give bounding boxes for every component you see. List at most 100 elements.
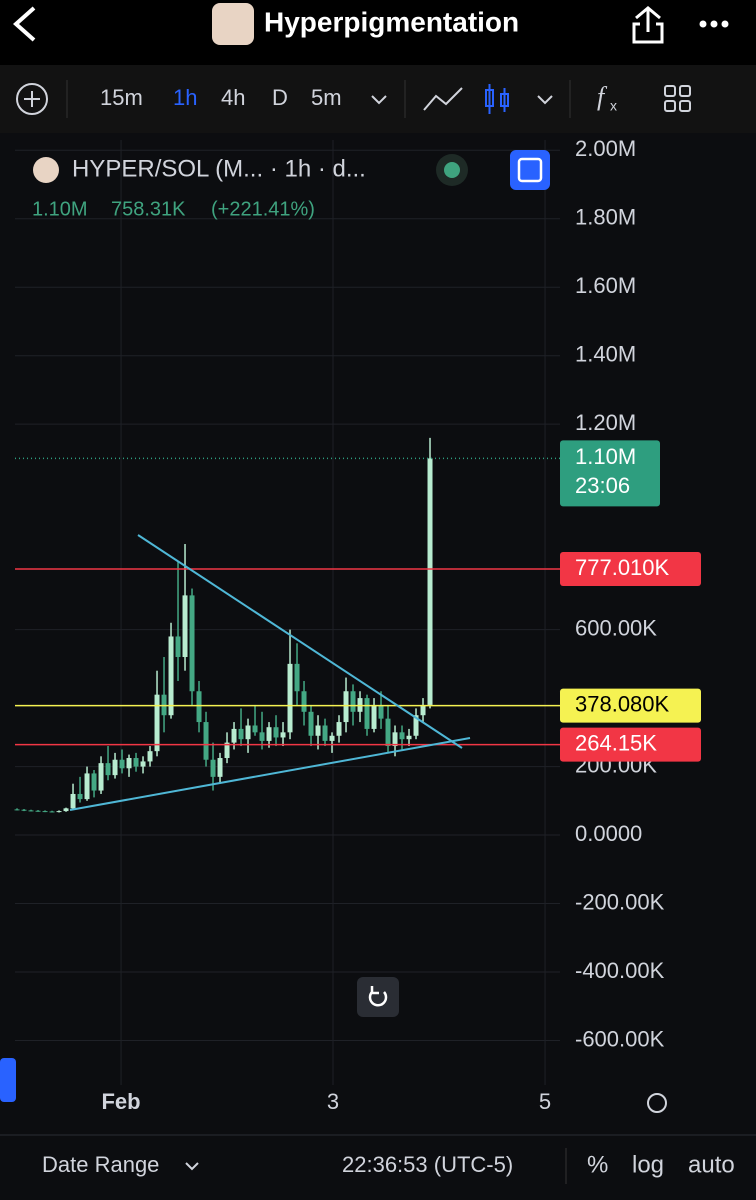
- candle-body: [112, 759, 118, 776]
- candle-body: [77, 793, 83, 800]
- candle-body: [238, 728, 244, 740]
- candle-body: [56, 811, 62, 813]
- candle-body: [91, 773, 97, 791]
- toolbar-bg: [0, 65, 756, 133]
- candle-body: [427, 458, 433, 705]
- candle-body: [315, 725, 321, 736]
- interval[interactable]: 4h: [221, 85, 245, 110]
- price-label: 777.010K: [575, 555, 670, 580]
- candle-body: [231, 728, 237, 743]
- y-tick-label: 1.80M: [575, 205, 636, 230]
- candle-body: [147, 751, 153, 762]
- x-tick-label: Feb: [101, 1089, 140, 1114]
- candle-body: [343, 691, 349, 723]
- legend-change: 758.31K: [111, 198, 186, 220]
- candle-body: [168, 636, 174, 716]
- y-tick-label: 1.20M: [575, 410, 636, 435]
- candle-body: [392, 732, 398, 747]
- candle-body: [420, 704, 426, 716]
- footer-bg: [0, 1135, 756, 1200]
- auto-button[interactable]: auto: [688, 1151, 735, 1178]
- interval[interactable]: 15m: [100, 85, 143, 110]
- chart-bg: [0, 133, 756, 1135]
- candle-body: [371, 704, 377, 729]
- candle-body: [217, 758, 223, 777]
- candle-body: [280, 732, 286, 738]
- log-button[interactable]: log: [632, 1151, 664, 1178]
- last-price-label: 1.10M: [575, 444, 636, 469]
- countdown: 23:06: [575, 473, 630, 498]
- candle-body: [385, 718, 391, 747]
- clock: 22:36:53 (UTC-5): [342, 1152, 513, 1177]
- candle-body: [406, 735, 412, 740]
- share-button[interactable]: [632, 6, 664, 44]
- candle-body: [322, 725, 328, 741]
- candle-chart-button[interactable]: [485, 84, 509, 114]
- candle-body: [42, 811, 48, 813]
- candle-body: [399, 732, 405, 740]
- price-label: 378.080K: [575, 691, 670, 716]
- legend-title: HYPER/SOL (M... · 1h · d...: [72, 155, 366, 182]
- y-tick-label: -400.00K: [575, 958, 665, 983]
- date-range[interactable]: Date Range: [42, 1152, 159, 1177]
- candle-body: [175, 636, 181, 658]
- y-tick-label: -600.00K: [575, 1026, 665, 1051]
- price-label-bg: [560, 727, 701, 762]
- more-button[interactable]: [699, 20, 729, 28]
- candle-body: [245, 725, 251, 740]
- legend-avatar: [33, 157, 59, 183]
- y-tick-label: 1.40M: [575, 342, 636, 367]
- y-tick-label: 600.00K: [575, 615, 657, 640]
- candle-body: [413, 715, 419, 736]
- plot: 2.00M1.80M1.60M1.40M1.20M600.00K200.00K0…: [14, 136, 701, 1114]
- candle-body: [182, 595, 188, 658]
- layout-button[interactable]: [664, 85, 691, 112]
- candle-body: [119, 759, 125, 769]
- status-dot: [444, 162, 460, 178]
- candle-body: [210, 759, 216, 777]
- candle-body: [287, 663, 293, 733]
- side-tab[interactable]: [0, 1058, 16, 1102]
- candle-body: [133, 758, 139, 767]
- chart-type-dropdown[interactable]: [537, 95, 553, 105]
- candle-body: [49, 811, 55, 813]
- x-tick-label: 3: [327, 1089, 339, 1114]
- candle-body: [273, 727, 279, 738]
- price-label-bg: [560, 688, 701, 723]
- candle-body: [378, 704, 384, 719]
- back-button[interactable]: [12, 6, 36, 42]
- legend-last: 1.10M: [32, 198, 88, 220]
- price-label: 264.15K: [575, 730, 657, 755]
- candle-body: [224, 742, 230, 759]
- percent-button[interactable]: %: [587, 1151, 608, 1178]
- y-tick-label: 2.00M: [575, 136, 636, 161]
- legend-change-pct: (+221.41%): [211, 198, 315, 220]
- date-range-dropdown[interactable]: [185, 1162, 199, 1171]
- line-chart-button[interactable]: [423, 87, 463, 111]
- y-tick-label: -200.00K: [575, 889, 665, 914]
- interval-active[interactable]: 1h: [173, 85, 197, 110]
- interval-dropdown[interactable]: [371, 95, 387, 105]
- avatar: [212, 3, 254, 45]
- candle-body: [329, 735, 335, 741]
- reset-button[interactable]: [357, 977, 399, 1017]
- y-tick-label: 0.0000: [575, 821, 642, 846]
- fullscreen-button[interactable]: [510, 150, 550, 190]
- header-title: Hyperpigmentation: [264, 6, 519, 37]
- add-button[interactable]: [16, 83, 48, 115]
- indicators-button[interactable]: f: [597, 82, 608, 111]
- reset-icon: [368, 986, 388, 1007]
- price-label-bg: [560, 552, 701, 587]
- interval[interactable]: 5m: [311, 85, 342, 110]
- candle-body: [196, 691, 202, 723]
- candle-body: [301, 691, 307, 712]
- settings-button[interactable]: [647, 1093, 667, 1113]
- candle-body: [70, 793, 76, 809]
- trend-line: [137, 534, 463, 749]
- interval[interactable]: D: [272, 85, 288, 110]
- candle-body: [126, 758, 132, 769]
- candle-body: [84, 773, 90, 800]
- candle-body: [14, 809, 20, 811]
